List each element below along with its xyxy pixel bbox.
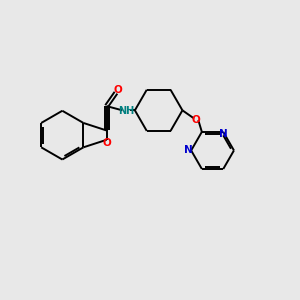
Text: O: O [191,115,200,125]
Text: O: O [102,138,111,148]
Text: N: N [184,146,193,155]
Text: N: N [219,129,228,139]
Text: NH: NH [118,106,134,116]
Text: O: O [113,85,122,95]
